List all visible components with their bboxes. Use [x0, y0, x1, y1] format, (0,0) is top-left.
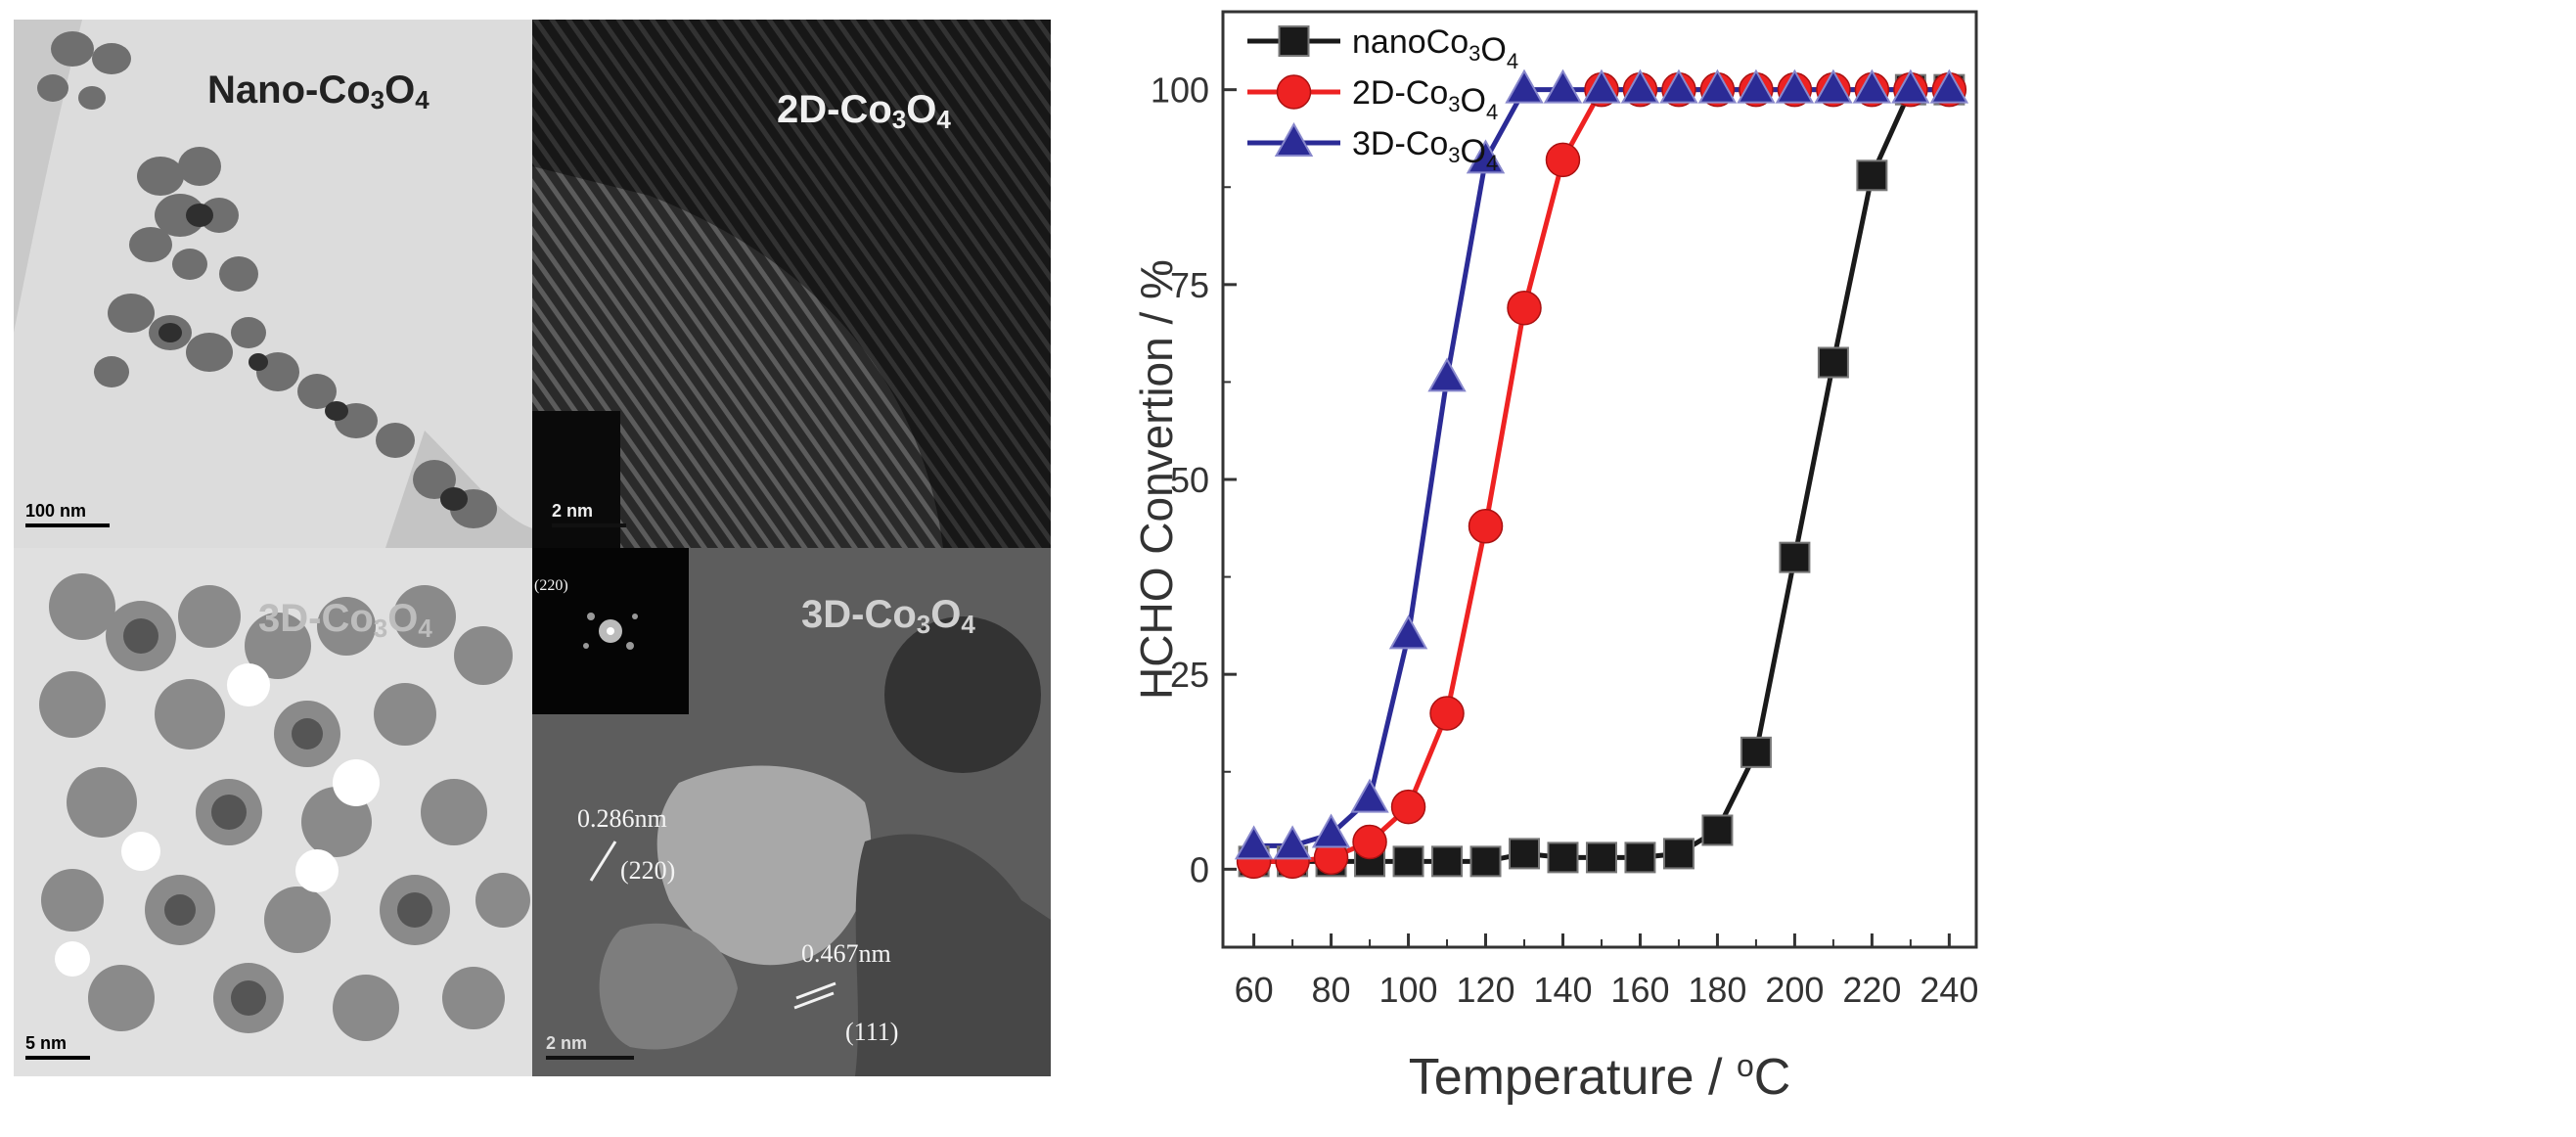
data-point-2D-Co3O4: [1545, 142, 1581, 178]
data-point-nanoCo3O4: [1662, 838, 1695, 870]
tem-panel-3d-hrtem: (220) 3D-Co3O4 0.286nm (220) 0.467nm (11…: [532, 548, 1051, 1076]
data-point-nanoCo3O4: [1392, 845, 1424, 878]
data-point-3D-Co3O4: [1427, 357, 1467, 392]
tem-panel-2d: 2D-Co3O4 2 nm: [532, 20, 1051, 548]
y-axis-label: HCHO Convertion / %: [1131, 259, 1182, 700]
tem-label-3d-right: 3D-Co3O4: [801, 593, 975, 639]
scale-bar-nano: 100 nm: [25, 501, 110, 527]
data-point-2D-Co3O4: [1429, 696, 1465, 731]
tem-panel-3d: 3D-Co3O4 5 nm: [14, 548, 532, 1076]
data-point-3D-Co3O4: [1929, 68, 1969, 104]
x-tick-label: 240: [1920, 970, 1978, 1010]
data-point-3D-Co3O4: [1466, 139, 1506, 174]
series-line-3D-Co3O4: [1253, 87, 1950, 848]
data-point-nanoCo3O4: [1779, 541, 1811, 573]
legend-label-nanoCo3O4: nanoCo3O4: [1352, 23, 1518, 73]
data-point-nanoCo3O4: [1547, 841, 1579, 874]
lattice-plane-220: (220): [620, 856, 676, 885]
data-point-3D-Co3O4: [1891, 68, 1930, 104]
y-tick-label: 100: [1151, 70, 1209, 111]
conversion-chart: 0 25 50 75 100 60 80 100 120 140 160 180 200 220 240 n…: [1125, 0, 2576, 1132]
series-markers: [1234, 68, 1969, 880]
data-point-nanoCo3O4: [1856, 159, 1888, 192]
y-tick-label: 0: [1190, 849, 1209, 889]
data-point-nanoCo3O4: [1740, 736, 1772, 768]
scale-bar-2d: 2 nm: [552, 501, 626, 527]
x-axis-label: Temperature / oC: [1409, 1048, 1791, 1106]
tem-label-3d-left: 3D-Co3O4: [258, 597, 432, 643]
series-line-nanoCo3O4: [1253, 87, 1950, 864]
tem-image-3d-hrtem: [532, 548, 1051, 1076]
legend-label-3D-Co3O4: 3D-Co3O4: [1352, 125, 1498, 175]
legend-marker-3D-Co3O4: [1274, 121, 1314, 157]
data-point-3D-Co3O4: [1775, 68, 1815, 104]
plot-area-frame: [1221, 10, 1978, 949]
data-point-2D-Co3O4: [1352, 824, 1387, 860]
data-point-nanoCo3O4: [1701, 814, 1734, 846]
data-point-3D-Co3O4: [1582, 68, 1621, 104]
series-lines: [1253, 87, 1950, 864]
data-point-3D-Co3O4: [1350, 778, 1389, 813]
data-point-2D-Co3O4: [1507, 290, 1542, 326]
x-tick-label: 140: [1533, 970, 1592, 1010]
data-point-3D-Co3O4: [1852, 68, 1892, 104]
y-tick-label: 50: [1170, 460, 1209, 500]
x-tick-label: 220: [1842, 970, 1901, 1010]
y-tick-label: 75: [1170, 265, 1209, 305]
data-point-3D-Co3O4: [1814, 68, 1853, 104]
data-point-3D-Co3O4: [1697, 68, 1738, 104]
x-tick-label: 100: [1378, 970, 1437, 1010]
tem-panel-nano: Nano-Co3O4 100 nm: [14, 20, 532, 548]
x-tick-label: 200: [1765, 970, 1824, 1010]
fft-inset-label: (220): [534, 577, 568, 594]
data-point-3D-Co3O4: [1659, 68, 1698, 104]
data-point-3D-Co3O4: [1388, 614, 1428, 650]
tem-label-2d: 2D-Co3O4: [777, 88, 951, 134]
chart-svg: 0 25 50 75 100 60 80 100 120 140 160 180 200 220 240 n…: [1131, 10, 1978, 1106]
data-point-2D-Co3O4: [1468, 509, 1504, 544]
tem-image-nano: [14, 20, 532, 548]
x-tick-label: 180: [1688, 970, 1746, 1010]
data-point-3D-Co3O4: [1543, 68, 1583, 104]
tem-image-3d: [14, 548, 532, 1076]
axis-ticks: 0 25 50 75 100 60 80 100 120 140 160 180 200 220 240: [1151, 70, 1978, 1010]
scale-bar-3d-left: 5 nm: [25, 1033, 90, 1060]
data-point-3D-Co3O4: [1505, 68, 1544, 104]
x-tick-label: 120: [1456, 970, 1514, 1010]
data-point-3D-Co3O4: [1737, 68, 1776, 104]
data-point-3D-Co3O4: [1234, 825, 1274, 860]
data-point-nanoCo3O4: [1431, 845, 1464, 878]
legend-marker-nanoCo3O4: [1278, 25, 1310, 57]
tem-image-grid: Nano-Co3O4 100 nm 2D-Co3O4 2 nm: [14, 20, 1051, 1076]
data-point-3D-Co3O4: [1311, 813, 1351, 848]
legend-label-2D-Co3O4: 2D-Co3O4: [1352, 74, 1498, 124]
data-point-3D-Co3O4: [1273, 825, 1312, 860]
data-point-nanoCo3O4: [1817, 346, 1849, 379]
x-tick-label: 80: [1312, 970, 1351, 1010]
y-tick-label: 25: [1170, 655, 1209, 695]
data-point-nanoCo3O4: [1469, 845, 1502, 878]
data-point-nanoCo3O4: [1624, 841, 1656, 874]
lattice-spacing-111: 0.467nm: [801, 939, 891, 968]
tem-image-2d: [532, 20, 1051, 548]
tem-label-nano: Nano-Co3O4: [207, 68, 429, 114]
x-tick-label: 60: [1235, 970, 1274, 1010]
series-line-2D-Co3O4: [1253, 87, 1950, 864]
data-point-nanoCo3O4: [1585, 841, 1617, 874]
data-point-nanoCo3O4: [1509, 838, 1540, 870]
legend-marker-2D-Co3O4: [1276, 74, 1312, 110]
scale-bar-3d-right: 2 nm: [546, 1033, 634, 1060]
lattice-plane-111: (111): [845, 1018, 899, 1046]
lattice-spacing-220: 0.286nm: [577, 804, 667, 833]
data-point-3D-Co3O4: [1620, 68, 1660, 104]
data-point-2D-Co3O4: [1390, 789, 1426, 825]
x-tick-label: 160: [1610, 970, 1669, 1010]
